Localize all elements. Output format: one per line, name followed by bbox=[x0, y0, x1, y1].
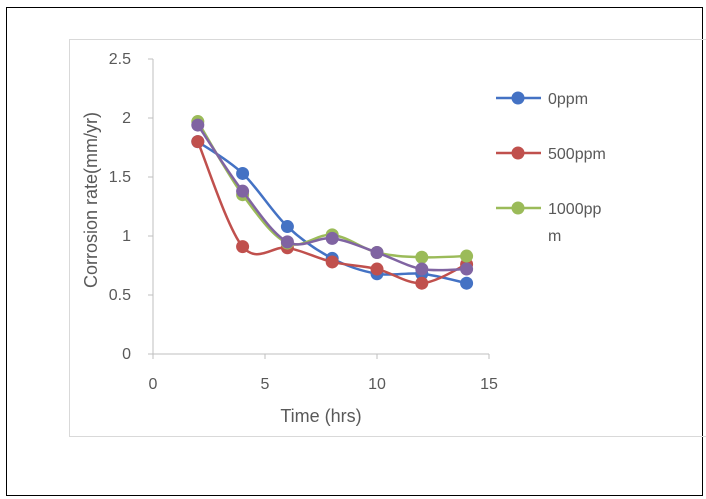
data-point bbox=[236, 184, 250, 198]
x-tick-label: 5 bbox=[261, 376, 270, 393]
data-point bbox=[415, 250, 429, 264]
legend-item: 1000pp m bbox=[496, 201, 601, 245]
data-point bbox=[236, 240, 250, 254]
data-point bbox=[236, 166, 250, 180]
x-axis-title: Time (hrs) bbox=[280, 406, 361, 426]
legend-marker bbox=[511, 91, 525, 105]
data-point bbox=[191, 118, 205, 132]
data-point bbox=[370, 262, 384, 276]
outer-frame bbox=[6, 7, 703, 496]
legend-marker bbox=[511, 201, 525, 215]
legend-marker bbox=[511, 146, 525, 160]
data-point bbox=[280, 220, 294, 234]
series-layer bbox=[191, 115, 474, 290]
axes: 0 0.5 1 1.5 2 2.5 0 5 10 15 bbox=[109, 51, 498, 393]
data-point bbox=[415, 276, 429, 290]
data-point bbox=[415, 262, 429, 276]
legend-item: 500ppm bbox=[496, 146, 606, 163]
data-point bbox=[370, 246, 384, 260]
data-point bbox=[191, 135, 205, 149]
y-tick-label: 2.5 bbox=[109, 51, 131, 68]
x-tick-label: 0 bbox=[149, 376, 158, 393]
chart-area bbox=[69, 39, 706, 437]
x-tick-label: 10 bbox=[368, 376, 386, 393]
legend-label: 0ppm bbox=[548, 91, 588, 108]
legend-label: m bbox=[548, 228, 561, 245]
series-500ppm bbox=[191, 135, 474, 290]
legend-item: 0ppm bbox=[496, 91, 588, 108]
series-unnamed bbox=[191, 118, 474, 276]
data-point bbox=[280, 235, 294, 249]
y-axis-title: Corrosion rate(mm/yr) bbox=[81, 112, 101, 288]
y-tick-label: 0 bbox=[122, 346, 131, 363]
y-tick-label: 1.5 bbox=[109, 169, 131, 186]
data-point bbox=[325, 255, 339, 269]
legend: 0ppm 500ppm 1000pp m bbox=[496, 91, 606, 245]
legend-label: 500ppm bbox=[548, 146, 606, 163]
data-point bbox=[460, 276, 474, 290]
data-point bbox=[460, 249, 474, 263]
legend-label: 1000pp bbox=[548, 201, 601, 218]
y-tick-label: 1 bbox=[122, 228, 131, 245]
data-point bbox=[460, 262, 474, 276]
data-point bbox=[325, 231, 339, 245]
y-tick-label: 2 bbox=[122, 110, 131, 127]
x-tick-label: 15 bbox=[480, 376, 498, 393]
y-tick-label: 0.5 bbox=[109, 287, 131, 304]
